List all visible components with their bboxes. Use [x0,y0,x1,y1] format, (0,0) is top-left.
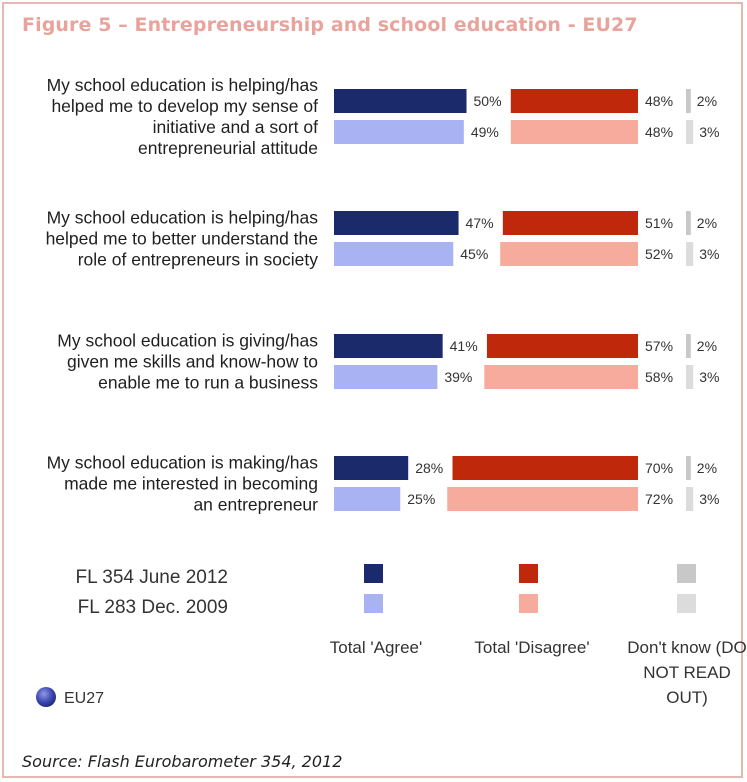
question-label-line: initiative and a sort of [153,117,319,137]
question-label-line: role of entrepreneurs in society [78,250,319,270]
bar-disagree [452,456,638,480]
legend-column-label: Don't know (DO [627,638,746,657]
value-label-dont-know: 2% [697,215,717,231]
bar-disagree [447,487,638,511]
value-label-agree: 50% [474,93,502,109]
value-label-disagree: 57% [645,338,673,354]
value-label-dont-know: 3% [699,246,719,262]
bar-disagree [510,89,638,113]
bar-disagree [486,334,638,358]
bar-dont-know [686,365,694,389]
question-label-line: an entrepreneur [193,495,318,515]
bar-agree [334,242,454,266]
value-label-dont-know: 3% [699,491,719,507]
value-label-agree: 49% [471,124,499,140]
value-label-disagree: 48% [645,93,673,109]
bar-disagree [510,120,638,144]
bar-dont-know [686,211,691,235]
region-label: EU27 [64,690,104,707]
value-label-dont-know: 3% [699,124,719,140]
legend-swatch [519,564,538,583]
value-label-dont-know: 3% [699,369,719,385]
bar-disagree [484,365,638,389]
bar-dont-know [686,242,694,266]
legend-row-label: FL 283 Dec. 2009 [78,597,228,618]
question-label-line: My school education is helping/has [47,75,319,95]
bar-agree [334,487,401,511]
bar-agree [334,120,464,144]
value-label-agree: 47% [466,215,494,231]
value-label-agree: 41% [450,338,478,354]
legend-column-label: NOT READ [643,663,731,682]
value-label-disagree: 72% [645,491,673,507]
question-label-line: entrepreneurial attitude [138,138,318,158]
value-label-disagree: 70% [645,460,673,476]
bar-dont-know [686,334,691,358]
bar-agree [334,89,467,113]
bar-agree [334,456,409,480]
legend-swatch [364,594,383,613]
legend-row-label: FL 354 June 2012 [76,567,228,588]
legend-swatch [519,594,538,613]
value-label-agree: 39% [444,369,472,385]
legend-swatch [677,594,696,613]
question-label-line: helped me to develop my sense of [51,96,318,116]
bar-dont-know [686,487,694,511]
question-label-line: given me skills and know-how to [67,352,318,372]
eu-flag-icon [36,687,56,707]
value-label-disagree: 52% [645,246,673,262]
question-label-line: enable me to run a business [98,373,318,393]
figure-title: Figure 5 – Entrepreneurship and school e… [22,14,638,36]
bar-dont-know [686,89,691,113]
bar-agree [334,334,443,358]
value-label-dont-know: 2% [697,93,717,109]
value-label-agree: 28% [415,460,443,476]
bar-agree [334,211,459,235]
legend-swatch [677,564,696,583]
legend-column-label: Total 'Disagree' [474,638,589,657]
value-label-agree: 45% [460,246,488,262]
value-label-disagree: 51% [645,215,673,231]
question-label-line: My school education is making/has [47,453,319,473]
bar-disagree [502,211,638,235]
value-label-disagree: 48% [645,124,673,140]
question-label-line: helped me to better understand the [46,229,318,249]
bar-disagree [500,242,638,266]
question-label-line: My school education is helping/has [47,208,319,228]
source-note: Source: Flash Eurobarometer 354, 2012 [22,752,343,771]
question-label-line: My school education is giving/has [57,331,318,351]
bar-dont-know [686,456,691,480]
value-label-dont-know: 2% [697,460,717,476]
bar-agree [334,365,438,389]
legend-swatch [364,564,383,583]
value-label-dont-know: 2% [697,338,717,354]
legend-column-label: OUT) [666,688,708,707]
value-label-agree: 25% [407,491,435,507]
value-label-disagree: 58% [645,369,673,385]
bar-dont-know [686,120,694,144]
legend-column-label: Total 'Agree' [330,638,423,657]
question-label-line: made me interested in becoming [64,474,318,494]
